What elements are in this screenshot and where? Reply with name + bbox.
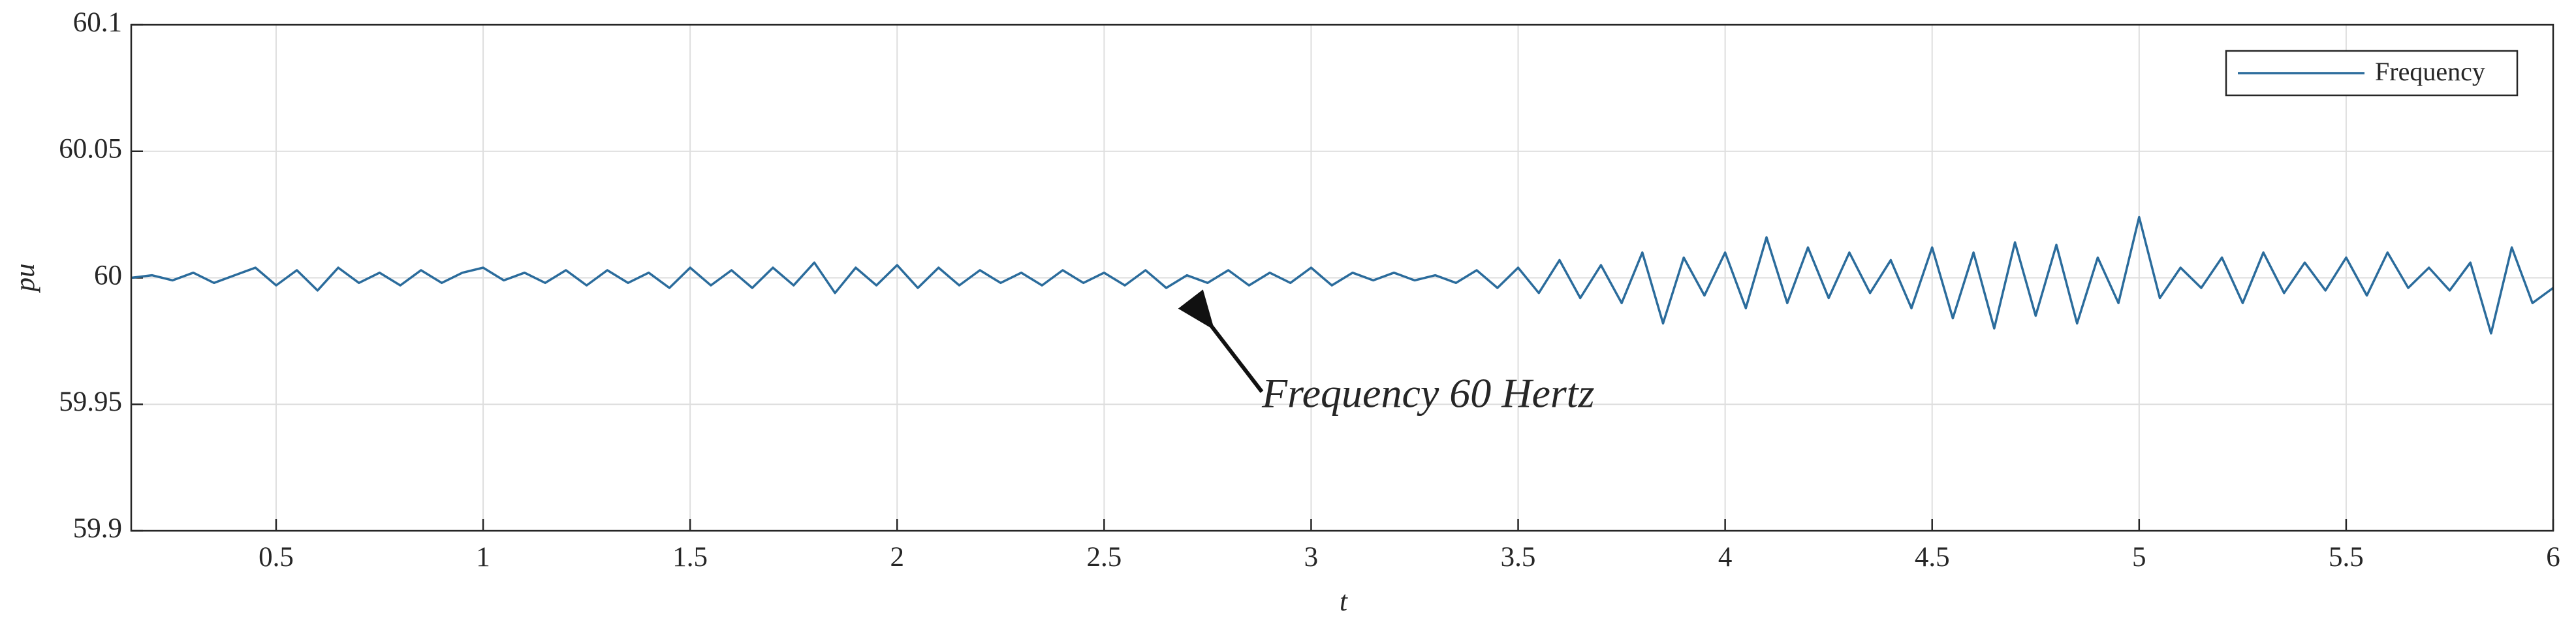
x-tick-label: 2	[890, 542, 904, 573]
x-tick-label: 6	[2546, 542, 2560, 573]
x-tick-label: 1.5	[672, 542, 708, 573]
y-tick-label: 60.05	[59, 134, 122, 165]
y-tick-label: 59.95	[59, 387, 122, 417]
x-tick-label: 4.5	[1915, 542, 1950, 573]
y-tick-label: 60.1	[73, 7, 122, 38]
y-tick-label: 60	[94, 260, 122, 291]
legend-label: Frequency	[2375, 57, 2485, 86]
annotation: Frequency 60 Hertz	[1261, 370, 1595, 417]
legend-box	[2225, 50, 2519, 97]
y-axis-label: pu	[10, 264, 40, 294]
x-tick-label: 4	[1718, 542, 1733, 573]
annotation-arrow	[1178, 289, 1264, 393]
x-tick-label: 3.5	[1501, 542, 1536, 573]
x-tick-label: 5.5	[2329, 542, 2364, 573]
x-axis-label: t	[1340, 586, 1348, 617]
plot-frame	[130, 24, 2554, 532]
x-tick-label: 0.5	[259, 542, 294, 573]
x-tick-label: 2.5	[1086, 542, 1122, 573]
data-line	[131, 215, 2554, 335]
x-tick-label: 1	[476, 542, 490, 573]
plot	[131, 215, 2554, 335]
legend: Frequency	[2238, 57, 2485, 86]
x-tick-label: 3	[1304, 542, 1319, 573]
x-tick-label: 5	[2132, 542, 2146, 573]
y-tick-label: 59.9	[73, 513, 122, 544]
